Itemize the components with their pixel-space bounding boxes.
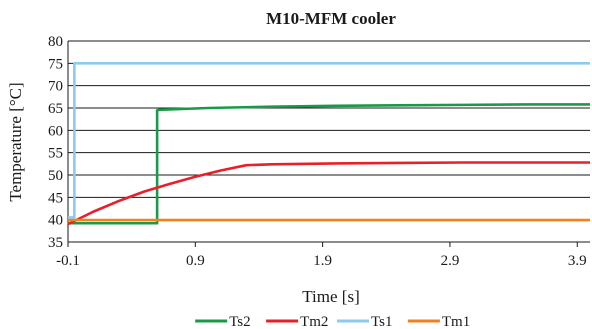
- series-line-tm2: [67, 161, 590, 226]
- x-tick-label: 3.9: [568, 253, 587, 269]
- y-tick-label: 40: [48, 213, 63, 229]
- axes: [67, 41, 590, 247]
- y-tick-label: 80: [48, 34, 63, 50]
- x-axis-label: Time [s]: [302, 287, 359, 306]
- grid-lines: [68, 40, 590, 243]
- legend-label-tm1: Tm1: [442, 314, 470, 329]
- y-tick-label: 35: [48, 235, 63, 251]
- tick-labels: 35 40 45 50 55 60 65 70 75 80 -0.1 0.9 1.9 2.9 3.9: [48, 34, 587, 269]
- chart-title: M10-MFM cooler: [266, 9, 396, 28]
- series-lines: [67, 62, 590, 226]
- y-tick-label: 70: [48, 79, 63, 95]
- y-tick-label: 75: [48, 56, 63, 72]
- y-tick-label: 60: [48, 123, 63, 139]
- x-tick-label: 0.9: [186, 253, 205, 269]
- series-line-ts1: [68, 62, 590, 219]
- y-tick-label: 65: [48, 101, 63, 117]
- y-tick-label: 45: [48, 190, 63, 206]
- legend-label-ts2: Ts2: [229, 314, 250, 329]
- legend-label-ts1: Ts1: [371, 314, 392, 329]
- legend-label-tm2: Tm2: [300, 314, 328, 329]
- x-tick-label: 2.9: [441, 253, 460, 269]
- series-line-ts2: [68, 103, 590, 225]
- y-tick-label: 55: [48, 146, 63, 162]
- x-tick-label: 1.9: [313, 253, 332, 269]
- y-tick-label: 50: [48, 168, 63, 184]
- legend: Ts2 Tm2 Ts1 Tm1: [195, 314, 470, 329]
- y-axis-label: Temperature [°C]: [6, 82, 25, 201]
- x-tick-label: -0.1: [56, 253, 80, 269]
